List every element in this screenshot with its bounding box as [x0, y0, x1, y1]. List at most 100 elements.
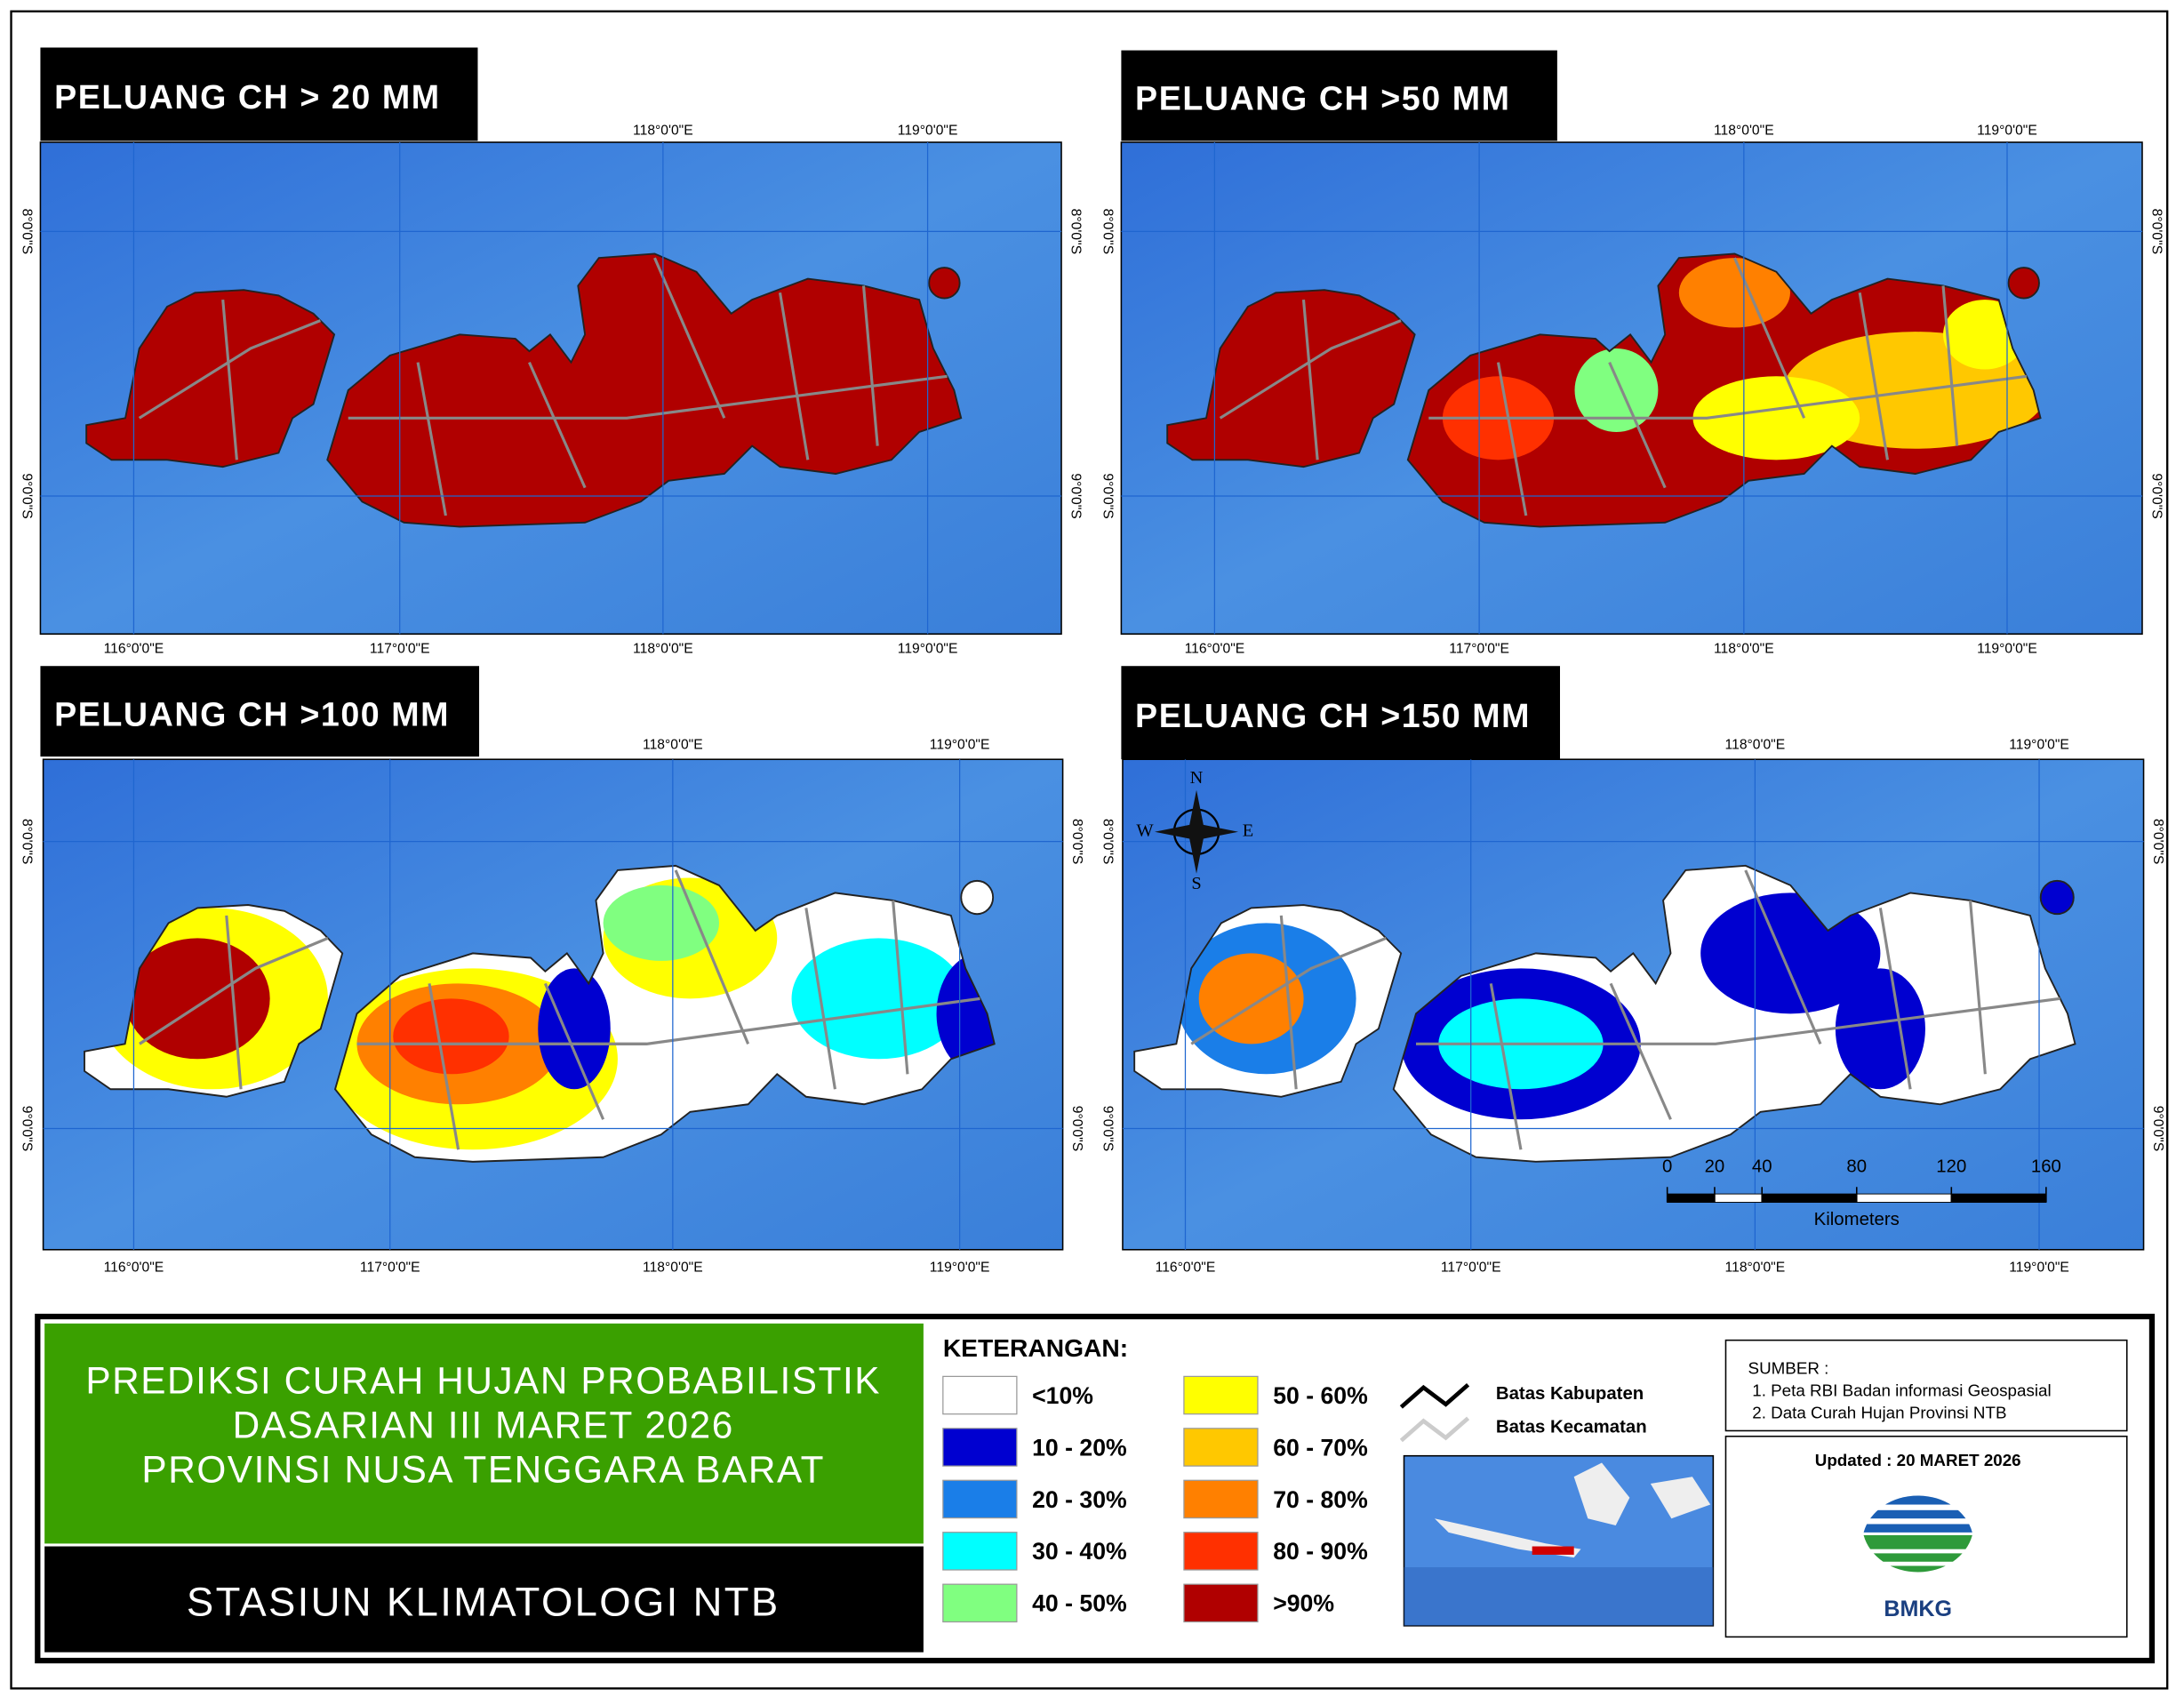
lat-label: 9°0'0"S — [20, 473, 35, 518]
district-lines — [1190, 869, 2060, 1150]
lon-label: 119°0'0"E — [1977, 124, 2037, 139]
source-item: 2. Data Curah Hujan Provinsi NTB — [1752, 1404, 2006, 1422]
lon-label: 118°0'0"E — [1725, 1260, 1786, 1275]
lon-label: 117°0'0"E — [360, 1260, 420, 1275]
lat-label: 8°0'0"S — [2150, 819, 2165, 864]
legend-label: 50 - 60% — [1273, 1382, 1368, 1409]
scale-label: 40 — [1752, 1157, 1772, 1177]
legend-label: 80 - 90% — [1273, 1538, 1368, 1565]
probability-zone — [1692, 376, 1860, 460]
scale-unit: Kilometers — [1814, 1210, 1900, 1229]
map-panel: 116°0'0"E 117°0'0"E 118°0'0"E 118°0'0"E 119°… — [20, 47, 1084, 657]
probability-zone — [791, 938, 966, 1060]
source-box — [1724, 1339, 2128, 1432]
scale-label: 160 — [2031, 1157, 2061, 1177]
legend-swatch — [942, 1479, 1018, 1519]
district-lines — [139, 869, 980, 1150]
lon-label: 119°0'0"E — [930, 738, 990, 753]
probability-zone — [936, 953, 995, 1075]
probability-zone — [393, 998, 509, 1075]
lon-label: 116°0'0"E — [104, 1260, 164, 1275]
compass-e: E — [1243, 820, 1253, 840]
legend: <10% 10 - 20% 20 - 30% 30 - 40% 40 - 50% 50 -… — [942, 1375, 1368, 1623]
probability-zone — [1835, 968, 1925, 1090]
logo-stripe — [1863, 1561, 1972, 1566]
district-lines — [138, 257, 948, 516]
title-box — [44, 1323, 924, 1544]
source-title: SUMBER : — [1748, 1359, 1829, 1378]
lon-label: 118°0'0"E — [1725, 738, 1786, 753]
legend-swatch — [942, 1428, 1018, 1467]
panel-title: PELUANG CH >100 MM — [54, 695, 450, 732]
lat-label: 8°0'0"S — [1069, 819, 1084, 864]
logo-stripe — [1863, 1504, 1972, 1510]
lon-label: 116°0'0"E — [1156, 1260, 1216, 1275]
legend-label: 10 - 20% — [1032, 1434, 1127, 1461]
probability-zone — [538, 968, 611, 1090]
lon-label: 118°0'0"E — [633, 124, 693, 139]
sheet-border — [10, 10, 2169, 1690]
legend-swatch — [1183, 1375, 1259, 1415]
panel-title-box — [40, 47, 478, 141]
lon-label: 119°0'0"E — [930, 1260, 990, 1275]
legend-label: 70 - 80% — [1273, 1486, 1368, 1513]
lon-label: 118°0'0"E — [633, 642, 693, 657]
map-panel: 116°0'0"E 117°0'0"E 118°0'0"E 118°0'0"E 119°… — [1100, 666, 2165, 1275]
lat-label: 9°0'0"S — [1069, 1106, 1084, 1151]
lon-label: 117°0'0"E — [1449, 642, 1509, 657]
updated-date: Updated : 20 MARET 2026 — [1815, 1451, 2021, 1469]
lon-label: 118°0'0"E — [643, 1260, 703, 1275]
legend-swatch — [1183, 1583, 1259, 1623]
lat-label: 8°0'0"S — [1100, 209, 1116, 254]
legend-swatch — [942, 1375, 1018, 1415]
lon-label: 118°0'0"E — [643, 738, 703, 753]
logo-stripe — [1863, 1518, 1972, 1525]
legend-swatch — [1183, 1428, 1259, 1467]
info-title: DASARIAN III MARET 2026 — [233, 1405, 734, 1446]
probability-zone — [603, 885, 720, 961]
panel-title: PELUANG CH >150 MM — [1135, 697, 1531, 734]
scale-label: 80 — [1846, 1157, 1867, 1177]
lat-label: 9°0'0"S — [2150, 1106, 2165, 1151]
source-item: 1. Peta RBI Badan informasi Geospasial — [1752, 1381, 2051, 1400]
legend-label: 40 - 50% — [1032, 1590, 1127, 1617]
line-legend-label: Batas Kecamatan — [1496, 1418, 1647, 1437]
lat-label: 8°0'0"S — [1068, 209, 1084, 254]
scale-label: 0 — [1662, 1157, 1672, 1177]
probability-zone — [1678, 258, 1790, 328]
scale-bar: 0 20 40 80 120 160 Kilometers — [1662, 1157, 2061, 1230]
legend-label: 20 - 30% — [1032, 1486, 1127, 1513]
panels: 116°0'0"E 117°0'0"E 118°0'0"E 118°0'0"E 119°… — [20, 47, 2165, 1275]
lat-label: 9°0'0"S — [2149, 473, 2164, 518]
legend-swatch — [1183, 1479, 1259, 1519]
district-lines — [1219, 257, 2028, 516]
panel-title-box — [40, 666, 480, 757]
panel-title-box — [1121, 50, 1557, 141]
lat-label: 9°0'0"S — [1068, 473, 1084, 518]
bmkg-logo — [1863, 1495, 1972, 1573]
scale-segment — [1761, 1193, 1858, 1203]
info-title: PROVINSI NUSA TENGGARA BARAT — [141, 1449, 825, 1491]
line-symbol — [1399, 1416, 1470, 1443]
compass-s: S — [1191, 874, 1201, 893]
probability-zone — [2040, 880, 2074, 915]
lat-label: 9°0'0"S — [1100, 473, 1116, 518]
lon-label: 116°0'0"E — [104, 642, 164, 657]
lat-label: 8°0'0"S — [1100, 819, 1116, 864]
map-panel: 116°0'0"E 117°0'0"E 118°0'0"E 118°0'0"E 119°… — [1100, 50, 2164, 657]
lon-label: 119°0'0"E — [898, 124, 958, 139]
line-symbol — [1399, 1383, 1470, 1409]
info-title: PREDIKSI CURAH HUJAN PROBABILISTIK — [85, 1359, 881, 1401]
scale-segment — [1714, 1193, 1763, 1203]
lon-label: 117°0'0"E — [370, 642, 430, 657]
inset-deep-sea — [1404, 1567, 1714, 1626]
compass-star — [1155, 789, 1239, 874]
scale-label: 20 — [1705, 1157, 1725, 1177]
inset-land — [1573, 1462, 1711, 1526]
legend-label: 60 - 70% — [1273, 1434, 1368, 1461]
lon-label: 119°0'0"E — [898, 642, 958, 657]
lon-label: 119°0'0"E — [2009, 1260, 2069, 1275]
legend-swatch — [942, 1532, 1018, 1571]
inset-map — [1403, 1454, 1715, 1627]
